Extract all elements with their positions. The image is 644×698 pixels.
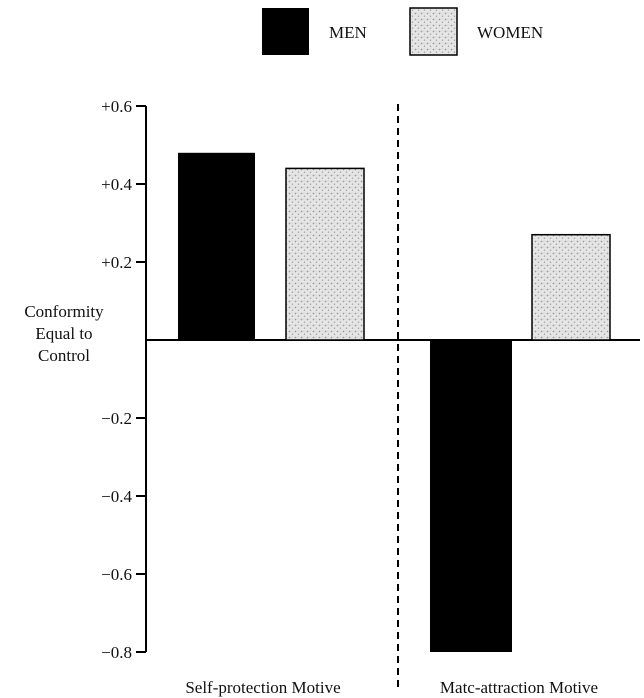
- zero-level-label: Control: [38, 346, 90, 365]
- y-tick-label: +0.4: [101, 175, 132, 194]
- legend: MEN WOMEN: [262, 7, 543, 56]
- y-tick-label: −0.4: [101, 487, 132, 506]
- legend-swatch-men: [262, 8, 309, 55]
- bar-men-self-protection: [178, 152, 255, 340]
- x-category-label: Matc-attraction Motive: [440, 678, 598, 697]
- legend-label-men: MEN: [329, 23, 367, 42]
- y-tick-label: −0.6: [101, 565, 132, 584]
- y-tick-label: −0.2: [101, 409, 132, 428]
- bars: [178, 152, 611, 652]
- legend-swatch-women: [409, 7, 458, 56]
- y-tick-label: +0.2: [101, 253, 132, 272]
- bar-women-mate-attraction: [531, 233, 611, 341]
- labels: +0.6 +0.4 +0.2 −0.2 −0.4 −0.6 −0.8 Conformity Eq…: [24, 97, 598, 697]
- zero-level-label: Equal to: [35, 324, 92, 343]
- y-tick-label: +0.6: [101, 97, 132, 116]
- bar-women-self-protection: [285, 167, 365, 341]
- zero-level-label: Conformity: [24, 302, 104, 321]
- bar-men-mate-attraction: [430, 340, 512, 652]
- x-category-label: Self-protection Motive: [185, 678, 340, 697]
- legend-label-women: WOMEN: [477, 23, 543, 42]
- y-tick-label: −0.8: [101, 643, 132, 662]
